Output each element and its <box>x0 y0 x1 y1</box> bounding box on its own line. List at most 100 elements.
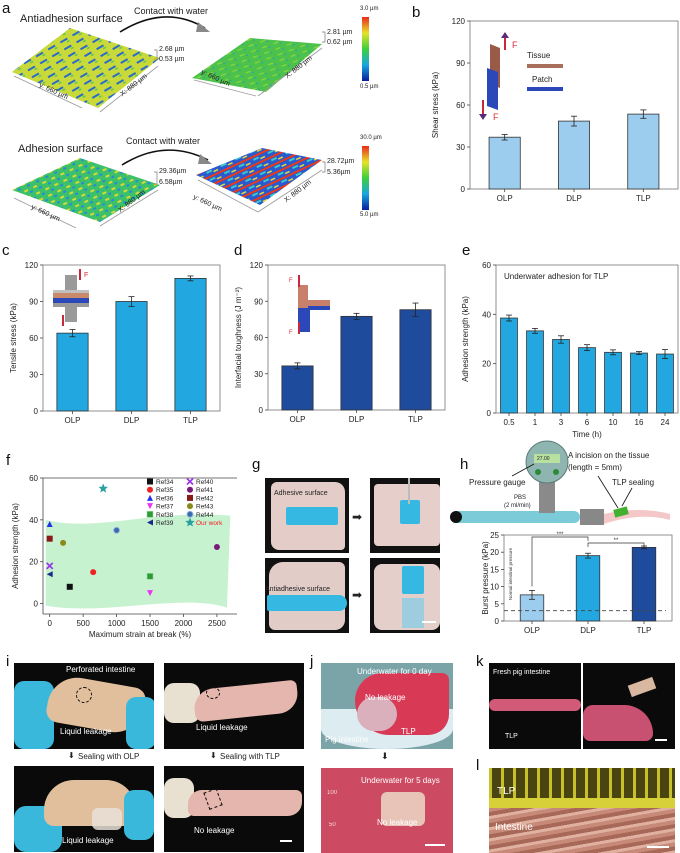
tlp-patch <box>613 506 629 518</box>
y-axis-label: Tensile stress (kPa) <box>9 303 18 373</box>
legend-label: Ref41 <box>196 487 214 494</box>
point-ref40 <box>46 562 54 570</box>
x-tick-label: TLP <box>637 626 652 635</box>
incision-label-1: A incision on the tissue <box>568 451 650 460</box>
normal-pressure-label: Normal intestinal pressure <box>508 547 513 600</box>
photo-g-antiadhesive-after <box>370 558 440 633</box>
antiadhesion-title: Antiadhesion surface <box>20 13 123 25</box>
range-after-min-2: 5.36µm <box>327 169 351 176</box>
legend-marker <box>147 519 153 526</box>
significance-label: *** <box>556 532 564 538</box>
legend-marker <box>187 494 193 501</box>
panel-letter-a: a <box>2 0 11 17</box>
colorbar-2-min: 5.0 µm <box>360 212 379 218</box>
tlp-label-l: TLP <box>497 786 516 797</box>
panel-a-svg <box>12 16 369 229</box>
chart-d-interfacial-toughness: 0 30 60 90 120 Interfacial toughness (J m⁻²) O… <box>234 261 446 424</box>
legend-label: Ref44 <box>196 512 214 519</box>
bar-OLP <box>56 332 89 412</box>
x-tick-label: 6 <box>585 418 590 427</box>
tlp-sealing-label: TLP sealing <box>612 478 655 487</box>
scale-bar <box>425 844 445 846</box>
panel-letter-c: c <box>2 242 10 259</box>
legend-marker <box>147 478 153 485</box>
legend-tissue-swatch <box>527 64 563 68</box>
bar-24 <box>656 353 674 414</box>
panel-letter-e: e <box>462 242 471 259</box>
photo-g-adhesive-before: Adhesive surface <box>265 478 349 553</box>
y-tick-label: 40 <box>482 310 491 319</box>
sealing-olp-label: Sealing with OLP <box>78 752 140 761</box>
patch-layer <box>53 298 89 303</box>
y-axis-label: Shear stress (kPa) <box>431 72 440 139</box>
x-tick-label: 1000 <box>108 619 126 628</box>
chart-e-underwater-adhesion: 0 20 40 60 Adhesion strength (kPa) 0.5 1 3 6 10 16… <box>461 261 679 439</box>
chart-c-tensile-stress: 0 30 60 90 120 Tensile stress (kPa) OLP DLP TLP F <box>9 261 221 425</box>
patch-arm-icon <box>308 306 330 310</box>
burst-pressure-setup-diagram: 27.00 Pressure gauge PBS (2 ml/min) A in… <box>440 440 680 535</box>
legend-marker <box>147 503 153 510</box>
bar-DLP <box>575 555 601 622</box>
bar-DLP <box>557 120 590 190</box>
gauge-reading: 27.00 <box>537 456 550 462</box>
pig-intestine-label: Pig intestine <box>325 735 369 744</box>
contact-water-label-2: Contact with water <box>126 136 201 146</box>
connector <box>580 509 604 525</box>
y-tick-label: 60 <box>456 101 465 110</box>
colorbar-2-max: 30.0 µm <box>360 135 382 141</box>
x-tick-label: 2500 <box>208 619 226 628</box>
incision-label-2: (length = 5mm) <box>568 463 623 472</box>
force-label: F <box>289 278 293 284</box>
bar-TLP <box>399 309 432 411</box>
antiadhesion-before-map <box>12 28 160 108</box>
x-tick-label: OLP <box>289 415 305 424</box>
force-label: F <box>512 40 518 50</box>
legend-label: Ref43 <box>196 504 214 511</box>
y-tick-label: 120 <box>250 261 264 270</box>
scale-bar <box>647 846 669 848</box>
point-ref43 <box>60 539 67 546</box>
y-tick-label: 40 <box>29 516 38 525</box>
photo-i-olp-after: Liquid leakage <box>14 766 154 852</box>
label-liquid-leakage-3: Liquid leakage <box>62 836 114 845</box>
x-tick-label: 2000 <box>175 619 193 628</box>
chart-title: Underwater adhesion for TLP <box>504 272 608 281</box>
bar-DLP <box>115 301 148 412</box>
tlp-label-j: TLP <box>401 727 416 736</box>
colorbar-2 <box>362 146 369 210</box>
pressure-gauge-label: Pressure gauge <box>469 478 526 487</box>
y-tick-label: 90 <box>29 298 38 307</box>
point-ref37 <box>147 590 154 597</box>
legend-label: Ref42 <box>196 495 214 502</box>
photo-i-tlp-before: Liquid leakage <box>164 663 304 749</box>
y-tick-label: 60 <box>482 261 491 270</box>
panel-letter-f: f <box>6 452 11 469</box>
point-ref36 <box>46 521 53 528</box>
force-arrowhead <box>479 114 487 120</box>
sealing-tlp-label: Sealing with TLP <box>220 752 280 761</box>
legend-label: Ref37 <box>156 504 174 511</box>
intestine-label-l: Intestine <box>495 822 533 833</box>
bar-TLP <box>631 546 657 622</box>
legend-marker <box>186 510 194 518</box>
y-axis-label: Burst pressure (kPa) <box>481 541 490 615</box>
bar-OLP <box>488 136 521 190</box>
legend-marker <box>187 486 193 493</box>
range-before-min-2: 6.58µm <box>159 179 183 186</box>
underwater-day5-title: Underwater for 5 days <box>361 776 440 785</box>
down-arrow-icon: ⬇ <box>210 751 217 760</box>
x-axis-label: Time (h) <box>572 430 602 439</box>
x-tick-label: 1500 <box>141 619 159 628</box>
x-tick-label: DLP <box>566 194 582 203</box>
y-tick-label: 60 <box>29 334 38 343</box>
legend-marker <box>185 517 195 527</box>
pbs-label: PBS <box>514 495 527 501</box>
legend-label: Ref34 <box>156 479 174 486</box>
range-after-min-1: 0.62 µm <box>327 39 353 46</box>
bar-1 <box>526 330 544 414</box>
tissue-layer <box>53 290 89 295</box>
panel-a-surface-maps <box>0 0 420 230</box>
y-tick-label: 25 <box>490 531 499 540</box>
label-no-leakage-i: No leakage <box>194 826 235 835</box>
